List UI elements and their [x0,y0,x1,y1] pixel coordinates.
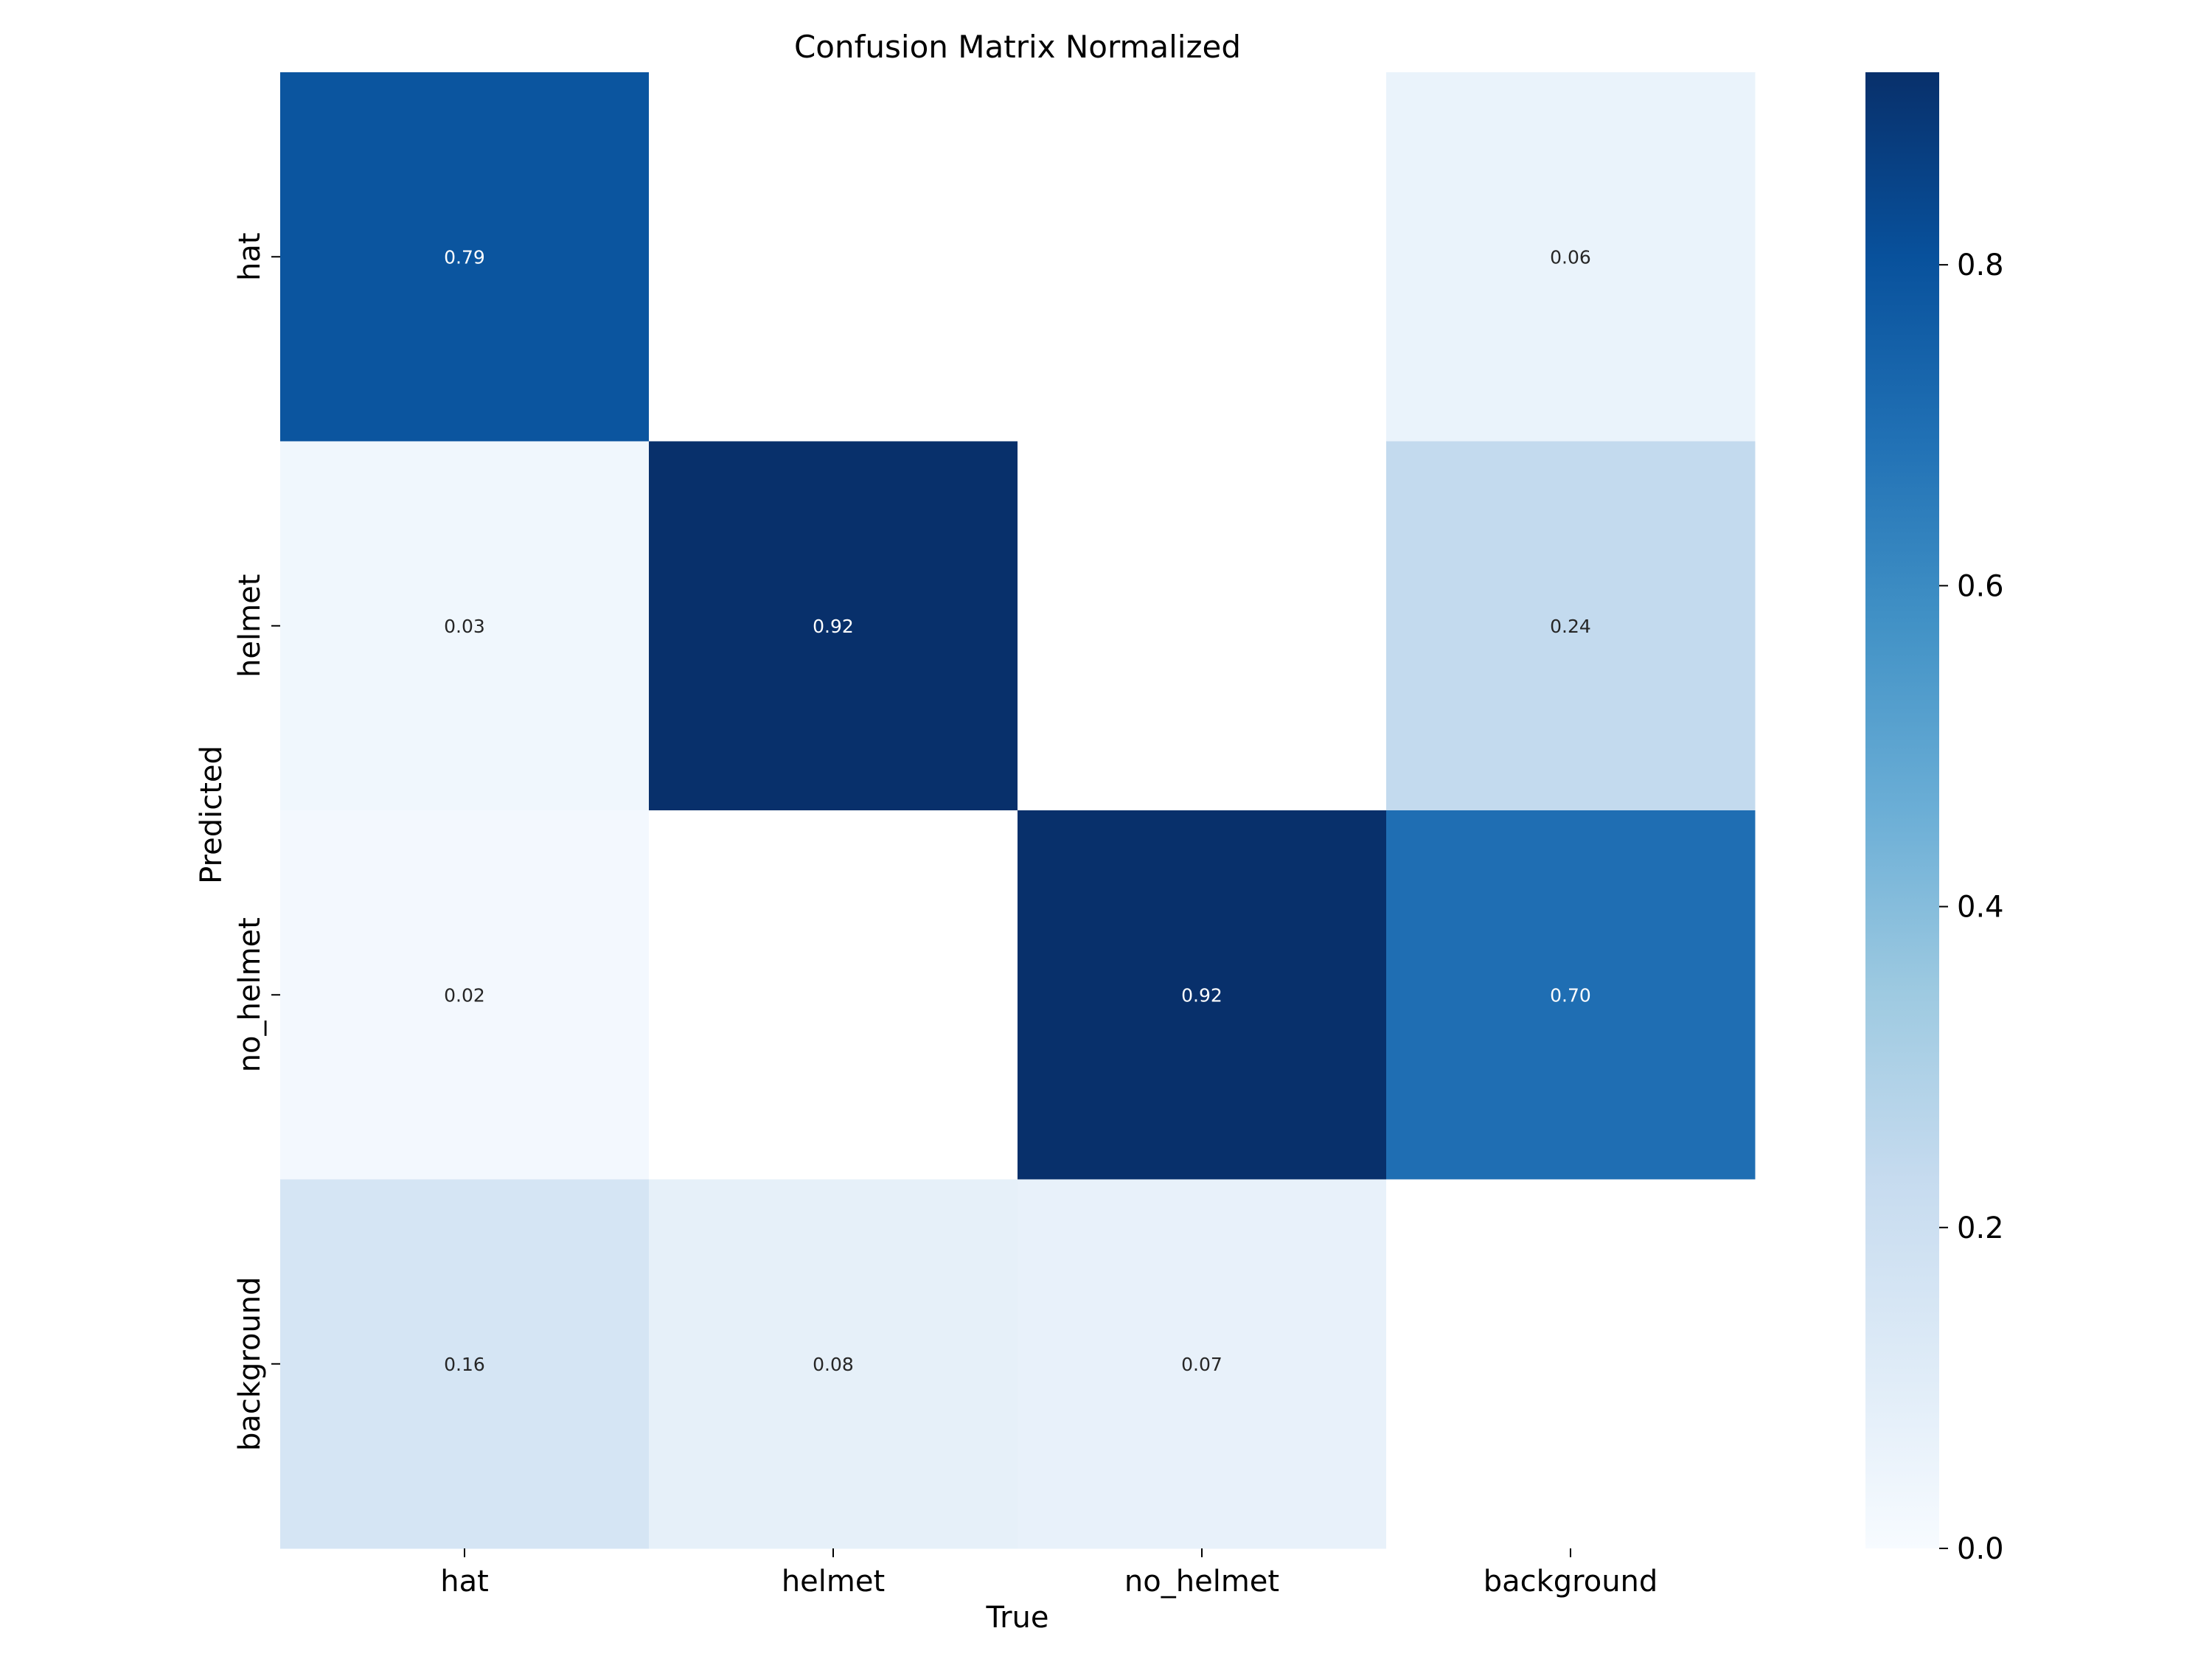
colorbar-tick-label: 0.8 [1957,248,2004,282]
heatmap-cell-no_helmet-hat [280,810,650,1180]
cell-value-label: 0.70 [1550,984,1591,1006]
heatmap-cell-no_helmet-no_helmet [1018,810,1387,1180]
cell-value-label: 0.08 [813,1354,854,1375]
x-axis-ticks: hat helmet no_helmet background [440,1548,1658,1599]
x-axis-title: True [986,1601,1049,1635]
heatmap-cell-background-hat [280,1179,650,1549]
colorbar [1865,72,1939,1548]
cell-value-label: 0.79 [444,246,485,268]
heatmap-cell-helmet-no_helmet [1018,441,1387,811]
y-tick-label-helmet: helmet [233,574,267,678]
cell-value-label: 0.24 [1550,616,1591,637]
heatmap-cell-hat-no_helmet [1018,72,1387,442]
colorbar-tick-label: 0.0 [1957,1532,2004,1566]
cell-value-label: 0.06 [1550,246,1591,268]
heatmap-cell-labels: 0.79 0.06 0.03 0.92 0.24 0.02 0.92 0.70 0.16 0.08… [444,246,1591,1375]
heatmap-cell-background-background [1386,1179,1756,1549]
heatmap-cell-helmet-helmet [649,441,1018,811]
colorbar-tick-label: 0.6 [1957,569,2004,603]
cell-value-label: 0.02 [444,984,485,1006]
heatmap-cell-hat-helmet [649,72,1018,442]
y-axis-ticks: hat helmet no_helmet background [233,232,280,1451]
heatmap-cell-helmet-hat [280,441,650,811]
chart-title: Confusion Matrix Normalized [794,29,1241,65]
x-tick-label-no_helmet: no_helmet [1124,1565,1279,1599]
cell-value-label: 0.07 [1181,1354,1222,1375]
heatmap-cells [280,72,1756,1549]
heatmap-cell-background-no_helmet [1018,1179,1387,1549]
x-tick-label-hat: hat [440,1565,489,1599]
colorbar-tick-label: 0.2 [1957,1211,2004,1245]
heatmap-cell-helmet-background [1386,441,1756,811]
x-tick-label-background: background [1484,1565,1658,1599]
colorbar-tick-label: 0.4 [1957,891,2004,925]
y-tick-label-background: background [233,1276,267,1451]
colorbar-ticks: 0.0 0.2 0.4 0.6 0.8 [1939,248,2004,1566]
y-tick-label-hat: hat [233,232,267,281]
y-axis-title: Predicted [195,745,229,884]
heatmap-cell-hat-hat [280,72,650,442]
heatmap-cell-no_helmet-background [1386,810,1756,1180]
x-tick-label-helmet: helmet [782,1565,885,1599]
y-tick-label-no_helmet: no_helmet [233,917,267,1072]
heatmap-cell-background-helmet [649,1179,1018,1549]
cell-value-label: 0.92 [1181,984,1222,1006]
heatmap-cell-hat-background [1386,72,1756,442]
cell-value-label: 0.92 [813,616,854,637]
cell-value-label: 0.03 [444,616,485,637]
cell-value-label: 0.16 [444,1354,485,1375]
heatmap-cell-no_helmet-helmet [649,810,1018,1180]
